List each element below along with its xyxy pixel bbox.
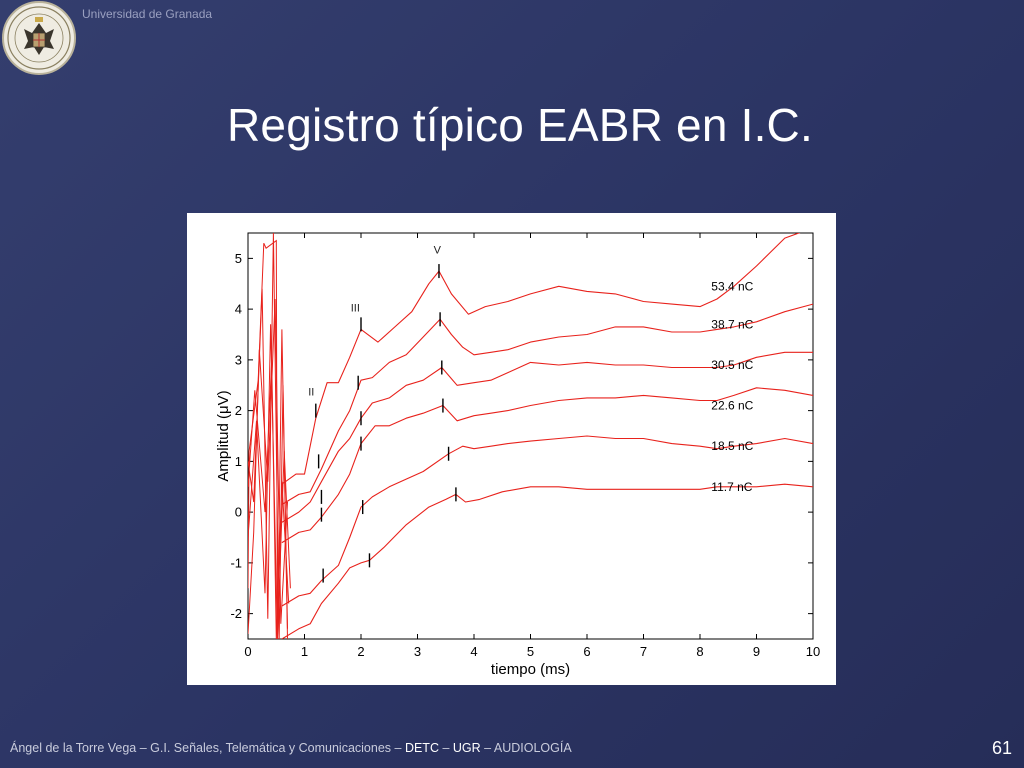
y-tick-label: 4 — [235, 302, 242, 317]
series-line — [281, 351, 813, 523]
series-line — [281, 483, 813, 639]
series-label: 38.7 nC — [711, 317, 753, 331]
x-tick-label: 7 — [640, 644, 647, 659]
y-tick-label: 0 — [235, 505, 242, 520]
footer-separator: – — [480, 741, 494, 755]
series-label: 53.4 nC — [711, 279, 753, 293]
x-tick-label: 1 — [301, 644, 308, 659]
x-tick-label: 9 — [753, 644, 760, 659]
footer-group: G.I. Señales, Telemática y Comunicacione… — [150, 741, 392, 755]
x-tick-label: 5 — [527, 644, 534, 659]
series-line — [281, 387, 813, 544]
y-tick-label: 3 — [235, 352, 242, 367]
footer-course: AUDIOLOGÍA — [493, 741, 572, 755]
university-name: Universidad de Granada — [82, 7, 213, 21]
page-number: 61 — [991, 738, 1012, 758]
series-label: 11.7 nC — [711, 480, 752, 494]
eabr-chart: 0 1 2 3 4 5 6 7 8 9 10 -2 -1 0 1 2 3 4 5 tiempo (ms) Amplitu… — [215, 232, 820, 678]
eabr-chart-panel: 0 1 2 3 4 5 6 7 8 9 10 -2 -1 0 1 2 3 4 5 tiempo (ms) Amplitu… — [187, 213, 836, 685]
wave-label: II — [308, 386, 314, 398]
x-tick-label: 10 — [806, 644, 820, 659]
x-tick-label: 6 — [583, 644, 590, 659]
footer-separator: – — [136, 741, 151, 755]
wave-label: III — [351, 303, 360, 315]
stimulus-artifact-line — [248, 233, 288, 639]
x-tick-label: 3 — [414, 644, 421, 659]
footer-univ: UGR — [452, 741, 481, 755]
series-label: 30.5 nC — [711, 358, 753, 372]
y-tick-label: 2 — [235, 403, 242, 418]
slide-title: Registro típico EABR en I.C. — [227, 99, 813, 151]
stimulus-artifact-line — [248, 239, 288, 639]
stimulus-artifact-line — [248, 298, 288, 634]
x-axis-label: tiempo (ms) — [491, 661, 570, 678]
wave-label: V — [434, 244, 442, 256]
x-tick-label: 8 — [696, 644, 703, 659]
y-tick-label: 1 — [235, 454, 242, 469]
series-line — [281, 233, 801, 485]
x-tick-label: 0 — [244, 644, 251, 659]
y-tick-label: 5 — [235, 251, 242, 266]
y-tick-label: -2 — [230, 606, 242, 621]
footer-separator: – — [438, 741, 453, 755]
footer-credits: Ángel de la Torre Vega – G.I. Señales, T… — [10, 741, 572, 755]
footer-separator: – — [391, 741, 405, 755]
footer-dept: DETC — [404, 741, 439, 755]
series-label: 22.6 nC — [711, 399, 753, 413]
x-tick-label: 4 — [470, 644, 477, 659]
series-line — [281, 435, 813, 607]
series-line — [281, 303, 813, 505]
stimulus-artifact-line — [248, 324, 291, 639]
y-tick-label: -1 — [230, 555, 242, 570]
university-seal-logo — [2, 1, 76, 75]
footer-author: Ángel de la Torre Vega — [10, 741, 137, 755]
seal-emblem-icon — [7, 6, 71, 70]
x-tick-label: 2 — [357, 644, 364, 659]
traces-group — [248, 233, 813, 639]
series-label: 18.5 nC — [711, 439, 753, 453]
y-axis-label: Amplitud (μV) — [215, 390, 232, 481]
